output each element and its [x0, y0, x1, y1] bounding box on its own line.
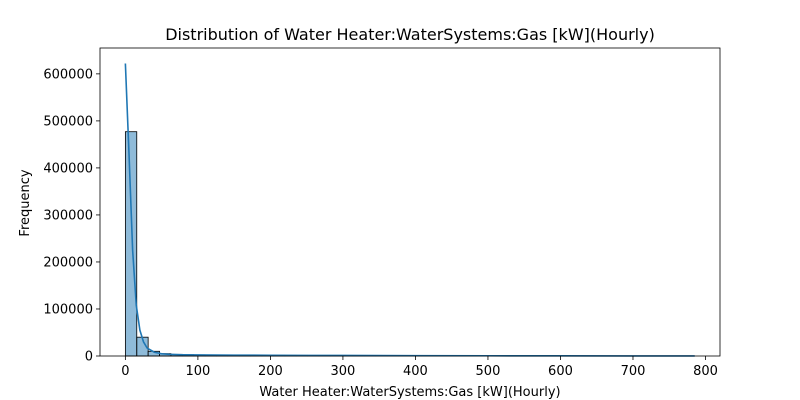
y-tick-label: 300000 — [43, 208, 93, 223]
x-tick-label: 400 — [403, 364, 428, 379]
x-tick-label: 700 — [621, 364, 646, 379]
y-tick-label: 200000 — [43, 255, 93, 270]
axes-frame — [99, 47, 721, 357]
x-axis-ticks: 0 100 200 300 400 500 600 700 800 — [121, 356, 718, 379]
x-tick-label: 100 — [185, 364, 210, 379]
chart-title: Distribution of Water Heater:WaterSystem… — [165, 25, 655, 44]
histogram-bar — [124, 131, 138, 357]
x-tick-label: 0 — [121, 364, 129, 379]
y-axis-ticks: 0 100000 200000 300000 400000 500000 600000 — [43, 67, 100, 365]
x-axis-label: Water Heater:WaterSystems:Gas [kW](Hourl… — [259, 385, 560, 400]
plot-area — [99, 47, 721, 357]
y-tick-label: 100000 — [43, 302, 93, 317]
x-tick-label: 200 — [258, 364, 283, 379]
y-axis-label: Frequency — [18, 169, 33, 236]
x-tick-label: 500 — [476, 364, 501, 379]
x-tick-label: 600 — [548, 364, 573, 379]
y-tick-label: 400000 — [43, 161, 93, 176]
x-tick-label: 300 — [331, 364, 356, 379]
y-tick-label: 0 — [85, 350, 93, 365]
y-tick-label: 600000 — [43, 67, 93, 82]
y-tick-label: 500000 — [43, 114, 93, 129]
x-tick-label: 800 — [693, 364, 718, 379]
